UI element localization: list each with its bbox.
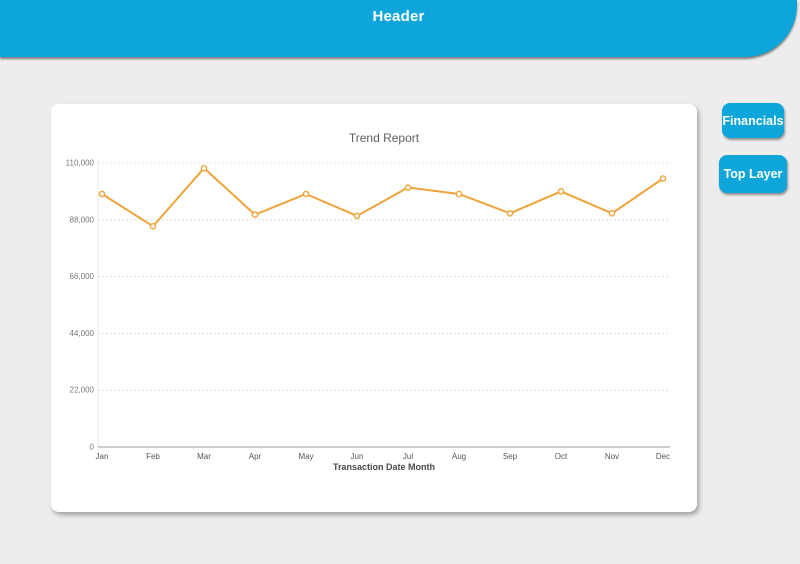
x-axis-label: Transaction Date Month [333,462,435,472]
x-tick-label: Feb [146,452,160,461]
y-tick-label: 44,000 [70,329,95,338]
data-point [659,175,667,182]
x-tick-label: Nov [605,452,619,461]
data-point [200,164,208,172]
x-tick-label: Oct [555,452,568,461]
x-tick-label: Jun [351,452,364,461]
trend-line [101,167,664,228]
y-tick-label: 0 [90,443,95,452]
data-point [302,190,310,198]
y-tick-label: 66,000 [70,272,95,281]
x-tick-label: Dec [656,452,670,461]
x-tick-label: Sep [503,452,518,461]
data-point [506,210,514,217]
app-header: Header [0,0,797,57]
chart-title: Trend Report [349,131,420,145]
data-point [557,188,565,195]
x-tick-label: Jan [96,452,109,461]
top-layer-button[interactable]: Top Layer [719,155,787,193]
chart-card: Trend Report 0 22,000 44,000 66,000 88,000 110… [51,104,697,512]
data-point [251,211,259,218]
data-point [404,184,412,191]
data-point [608,210,616,217]
x-tick-label: Jul [403,452,413,461]
financials-button[interactable]: Financials [722,103,784,138]
data-point [455,190,463,198]
data-point [149,222,157,230]
y-tick-label: 22,000 [70,386,95,395]
header-title: Header [372,8,425,25]
x-tick-label: May [298,452,313,461]
y-tick-label: 88,000 [70,215,95,224]
x-tick-label: Apr [249,452,262,461]
data-point [98,190,106,198]
y-tick-label: 110,000 [66,159,95,168]
x-tick-label: Mar [197,452,211,461]
trend-report-chart: Trend Report 0 22,000 44,000 66,000 88,000 110… [66,131,670,472]
data-point [353,212,361,220]
x-tick-label: Aug [452,452,466,461]
